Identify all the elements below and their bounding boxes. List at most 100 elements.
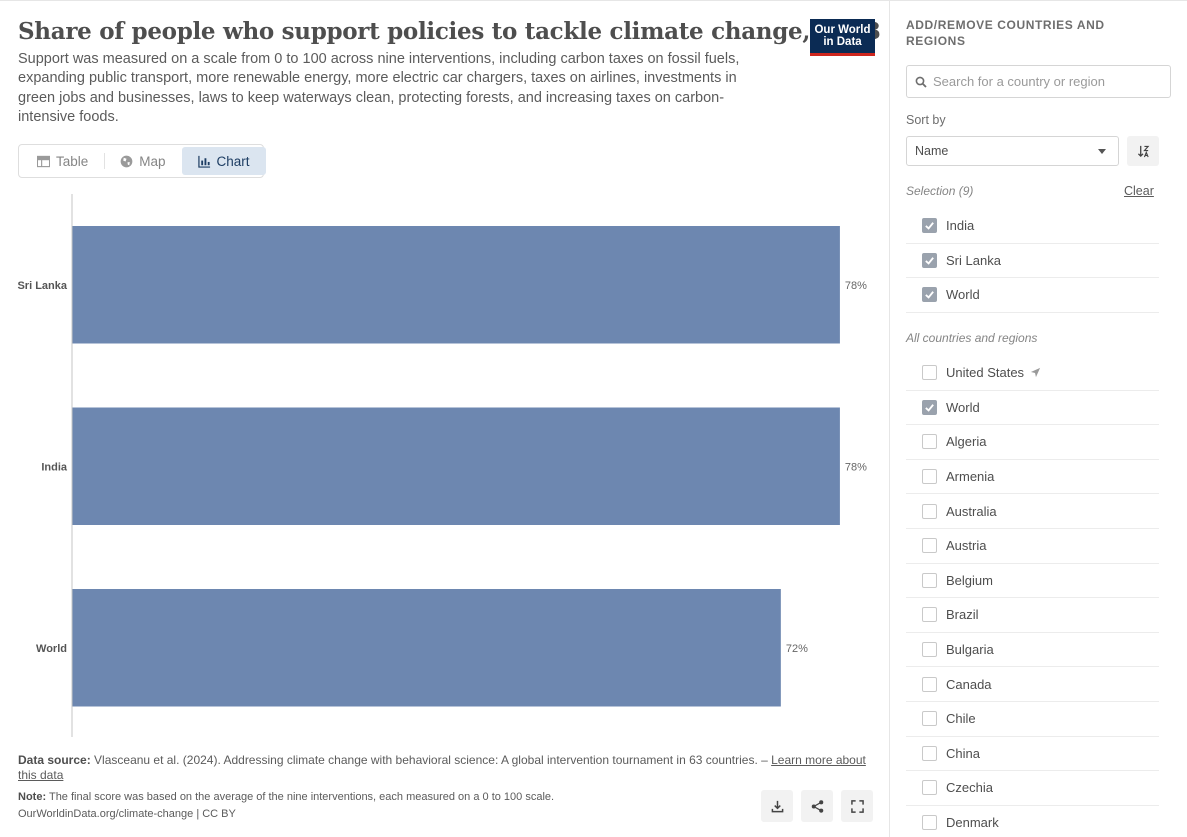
category-label: World bbox=[36, 643, 67, 655]
entity-name: China bbox=[946, 745, 980, 761]
bar-chart-icon bbox=[197, 155, 210, 168]
download-button[interactable] bbox=[761, 790, 793, 822]
panel-divider bbox=[889, 0, 890, 837]
globe-icon bbox=[120, 155, 133, 167]
entity-row-belgium[interactable]: Belgium bbox=[906, 564, 1159, 599]
entity-name: Sri Lanka bbox=[946, 252, 1001, 268]
entity-row-sri-lanka[interactable]: Sri Lanka bbox=[906, 244, 1159, 279]
checkbox[interactable] bbox=[922, 607, 937, 623]
checkbox[interactable] bbox=[922, 365, 937, 381]
value-label: 78% bbox=[845, 461, 867, 473]
category-label: Sri Lanka bbox=[17, 280, 67, 292]
entity-row-algeria[interactable]: Algeria bbox=[906, 425, 1159, 460]
entity-row-armenia[interactable]: Armenia bbox=[906, 460, 1159, 495]
entity-name: Bulgaria bbox=[946, 642, 994, 658]
checkbox[interactable] bbox=[922, 287, 937, 303]
bar-india[interactable] bbox=[72, 407, 840, 526]
entity-row-united-states[interactable]: United States bbox=[906, 356, 1159, 391]
entity-name: Brazil bbox=[946, 607, 979, 623]
owid-logo[interactable]: Our World in Data bbox=[810, 19, 875, 56]
entity-row-denmark[interactable]: Denmark bbox=[906, 806, 1159, 837]
entity-row-austria[interactable]: Austria bbox=[906, 529, 1159, 564]
checkbox[interactable] bbox=[922, 572, 937, 588]
source-text: Vlasceanu et al. (2024). Addressing clim… bbox=[94, 753, 772, 767]
selected-list: India Sri Lanka World bbox=[906, 209, 1159, 313]
clear-button[interactable]: Clear bbox=[1124, 184, 1154, 198]
fullscreen-icon bbox=[850, 799, 864, 813]
check-icon bbox=[925, 291, 934, 300]
tab-chart[interactable]: Chart bbox=[181, 147, 266, 175]
check-icon bbox=[925, 257, 934, 265]
entity-row-china[interactable]: China bbox=[906, 737, 1159, 772]
entity-row-world[interactable]: World bbox=[906, 391, 1159, 426]
entity-name: World bbox=[946, 399, 980, 415]
checkbox[interactable] bbox=[922, 642, 937, 658]
sort-select[interactable]: Name bbox=[906, 136, 1119, 166]
checkbox[interactable] bbox=[922, 815, 937, 831]
entity-name: World bbox=[946, 287, 980, 303]
sort-order-button[interactable] bbox=[1127, 136, 1159, 166]
entity-row-chile[interactable]: Chile bbox=[906, 702, 1159, 737]
entity-name: Armenia bbox=[946, 469, 995, 485]
share-button[interactable] bbox=[801, 790, 833, 822]
value-label: 78% bbox=[845, 280, 867, 292]
entity-name: Canada bbox=[946, 676, 992, 692]
search-input[interactable] bbox=[933, 74, 1153, 89]
sidebar-heading: Add/remove countries and regions bbox=[906, 18, 1105, 48]
checkbox[interactable] bbox=[922, 711, 937, 727]
view-tabs: Table Map Chart bbox=[18, 144, 266, 178]
entity-row-india[interactable]: India bbox=[906, 209, 1159, 244]
checkbox[interactable] bbox=[922, 780, 937, 796]
learn-more-link[interactable]: Learn more about this data bbox=[18, 753, 866, 782]
tab-map-label: Map bbox=[139, 153, 166, 169]
tab-map[interactable]: Map bbox=[104, 147, 181, 175]
logo-line-2: in Data bbox=[823, 36, 862, 48]
data-source: Data source: Vlasceanu et al. (2024). Ad… bbox=[18, 753, 868, 783]
bar-world[interactable] bbox=[72, 589, 781, 707]
entity-row-canada[interactable]: Canada bbox=[906, 667, 1159, 702]
entity-name: Algeria bbox=[946, 434, 987, 450]
entity-row-czechia[interactable]: Czechia bbox=[906, 771, 1159, 806]
entity-name: Chile bbox=[946, 711, 976, 727]
fullscreen-button[interactable] bbox=[841, 790, 873, 822]
value-label: 72% bbox=[786, 643, 808, 655]
checkbox[interactable] bbox=[922, 469, 937, 485]
checkbox[interactable] bbox=[922, 503, 937, 519]
checkbox[interactable] bbox=[922, 676, 937, 692]
checkbox[interactable] bbox=[922, 434, 937, 450]
owid-url[interactable]: OurWorldinData.org/climate-change | CC B… bbox=[18, 808, 236, 820]
bar-sri-lanka[interactable] bbox=[72, 226, 840, 344]
checkbox[interactable] bbox=[922, 399, 937, 415]
entity-row-australia[interactable]: Australia bbox=[906, 494, 1159, 529]
chevron-down-icon bbox=[1098, 149, 1106, 154]
location-arrow-icon bbox=[1030, 368, 1041, 378]
entity-name: Austria bbox=[946, 538, 987, 554]
entity-name: Denmark bbox=[946, 815, 999, 831]
chart-note: Note: The final score was based on the a… bbox=[18, 790, 748, 805]
checkbox[interactable] bbox=[922, 538, 937, 554]
entity-row-brazil[interactable]: Brazil bbox=[906, 598, 1159, 633]
tab-table[interactable]: Table bbox=[21, 147, 104, 175]
bar-chart: Sri Lanka 78% India 78% World 72% bbox=[17, 194, 867, 737]
checkbox[interactable] bbox=[922, 218, 937, 234]
check-icon bbox=[925, 222, 934, 231]
selection-label: Selection (9) bbox=[906, 184, 974, 198]
download-icon bbox=[771, 800, 783, 812]
search-box[interactable] bbox=[906, 65, 1171, 98]
check-icon bbox=[925, 404, 934, 412]
tab-chart-label: Chart bbox=[216, 153, 250, 169]
table-icon bbox=[37, 155, 50, 167]
chart-title: Share of people who support policies to … bbox=[18, 18, 881, 45]
tab-table-label: Table bbox=[56, 153, 89, 169]
checkbox[interactable] bbox=[922, 252, 937, 268]
entity-row-bulgaria[interactable]: Bulgaria bbox=[906, 633, 1159, 668]
note-label: Note: bbox=[18, 791, 47, 803]
sort-value: Name bbox=[915, 144, 949, 158]
checkbox[interactable] bbox=[922, 745, 937, 761]
entity-name: United States bbox=[946, 365, 1025, 381]
entity-name: India bbox=[946, 218, 975, 234]
all-entities-label: All countries and regions bbox=[906, 331, 1038, 345]
source-label: Data source: bbox=[18, 753, 91, 767]
logo-line-1: Our World bbox=[814, 24, 871, 36]
entity-row-world[interactable]: World bbox=[906, 278, 1159, 313]
